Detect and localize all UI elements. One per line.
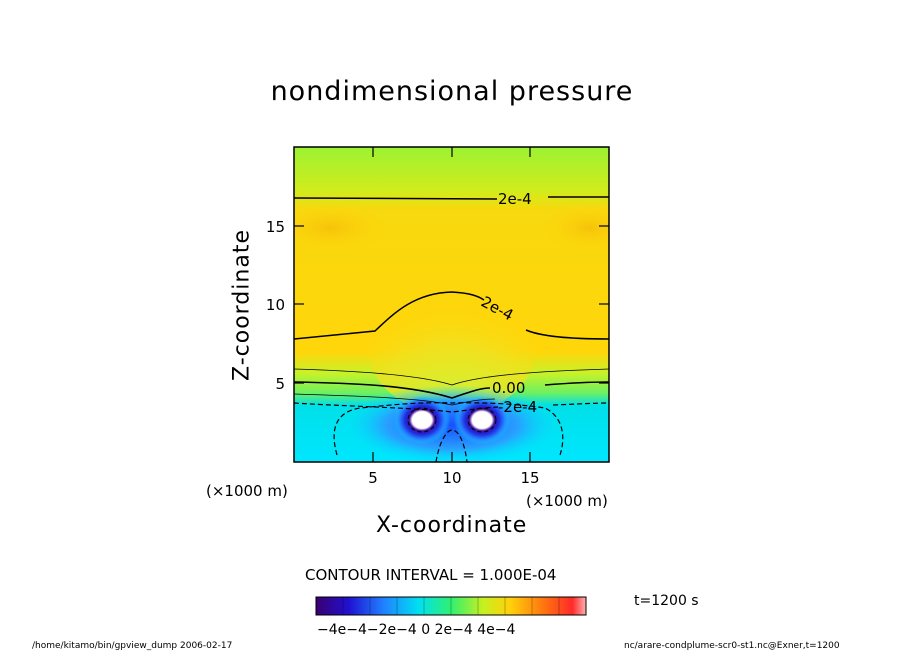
footer-source-file: nc/arare-condplume-scr0-st1.nc@Exner,t=1… bbox=[624, 641, 840, 651]
chart-title: nondimensional pressure bbox=[270, 76, 634, 107]
contour-label-top: 2e-4 bbox=[498, 190, 532, 208]
y-tick-label: 10 bbox=[266, 296, 285, 314]
footer-command-date: /home/kitamo/bin/gpview_dump 2006-02-17 bbox=[32, 641, 233, 651]
y-tick-label: 15 bbox=[266, 218, 285, 236]
contour-lines bbox=[294, 196, 609, 462]
x-unit-label: (×1000 m) bbox=[206, 482, 288, 500]
x-tick-label: 5 bbox=[368, 469, 378, 487]
x-tick-label: 10 bbox=[442, 469, 461, 487]
x-tick-label: 15 bbox=[520, 469, 539, 487]
x-tick-labels: 5 10 15 bbox=[368, 469, 539, 487]
y-axis-title: Z-coordinate bbox=[229, 229, 255, 381]
y-tick-labels: 5 10 15 bbox=[266, 218, 285, 393]
colorbar-divisions bbox=[342, 597, 560, 615]
contour-label-zero: 0.00 bbox=[492, 379, 525, 397]
contour-field bbox=[294, 147, 609, 462]
time-annotation: t=1200 s bbox=[634, 593, 699, 609]
x-axis-title: X-coordinate bbox=[376, 513, 528, 538]
y-unit-label: (×1000 m) bbox=[526, 492, 608, 510]
contour-interval-text: CONTOUR INTERVAL = 1.000E-04 bbox=[305, 566, 557, 584]
y-tick-label: 5 bbox=[275, 375, 285, 393]
colorbar-tick-labels: −4e−4−2e−4 0 2e−4 4e−4 bbox=[317, 622, 516, 638]
tick-marks bbox=[294, 147, 609, 462]
contour-label-neg: -2e-4 bbox=[498, 398, 537, 416]
